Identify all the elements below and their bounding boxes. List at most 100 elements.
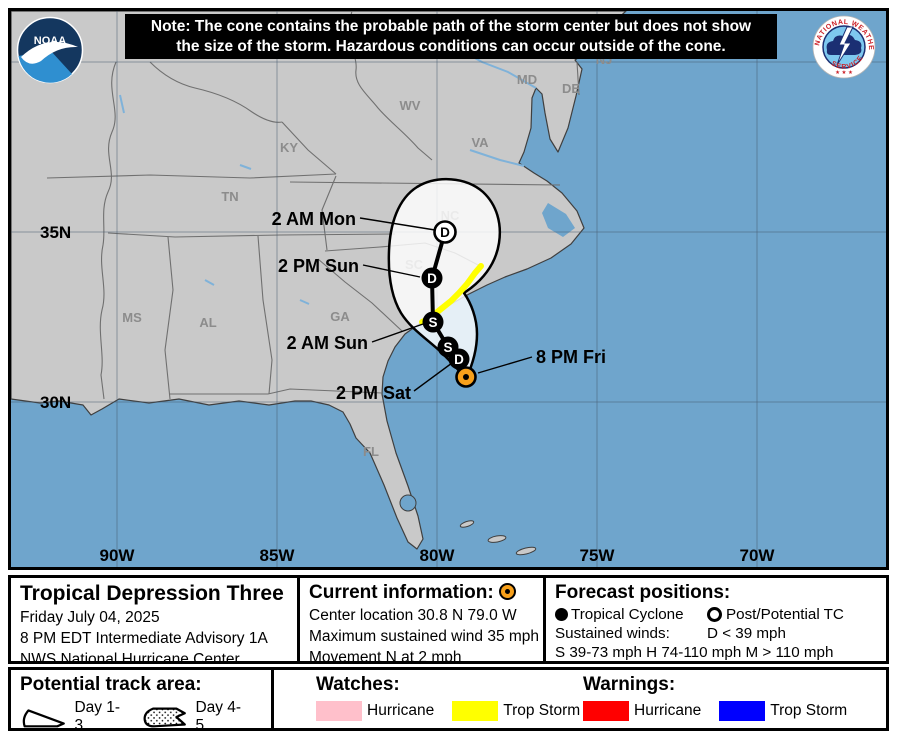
- nws-lightning-icon: [836, 26, 854, 66]
- track-point-solid: [422, 311, 444, 333]
- forecast-cone: [387, 177, 501, 381]
- current-position-icon: [498, 583, 516, 600]
- tc-legend-label: Tropical Cyclone: [571, 606, 684, 623]
- forecast-positions-header: Forecast positions:: [555, 582, 731, 603]
- filled-circle-icon: [555, 608, 568, 621]
- current-info-header: Current information:: [309, 582, 534, 604]
- lake-okeechobee: [399, 494, 417, 512]
- lon-label: 90W: [100, 546, 136, 565]
- lat-label: 30N: [40, 393, 71, 412]
- current-info-header-text: Current information:: [309, 582, 494, 603]
- track-area-header: Potential track area:: [20, 674, 202, 695]
- potential-track-area-panel: Potential track area: Day 1-3 Day 4-5: [8, 667, 274, 731]
- island: [515, 546, 537, 556]
- forecast-map: WV KY VA MD DE NJ TN NC SC GA AL MS FL: [8, 8, 889, 570]
- state-label: WV: [400, 98, 421, 113]
- open-circle-icon: [707, 607, 722, 622]
- track-point-solid: [421, 267, 443, 289]
- day45-label: Day 4-5: [195, 699, 242, 731]
- watches-header: Watches:: [316, 674, 400, 695]
- note-line-2: the size of the storm. Hazardous conditi…: [176, 38, 726, 55]
- island: [459, 520, 475, 528]
- post-tc-legend-label: Post/Potential TC: [726, 606, 844, 623]
- track-time-label: 2 AM Sun: [287, 333, 368, 353]
- nws-logo: NATIONAL WEATHER SERVICE ★ ★ ★: [812, 15, 876, 79]
- noaa-seagull-icon: [21, 41, 78, 64]
- state-label: VA: [471, 135, 489, 150]
- forecast-position-markers: D S S D D: [421, 220, 470, 370]
- track-time-label: 2 PM Sat: [336, 383, 411, 403]
- track-time-label: 2 PM Sun: [278, 256, 359, 276]
- track-point-letter: D: [454, 352, 464, 367]
- hurricane-watch-swatch: [316, 701, 362, 721]
- nws-stars: ★ ★ ★: [835, 69, 853, 76]
- lon-label: 85W: [260, 546, 296, 565]
- forecast-positions-panel: Forecast positions: Tropical Cyclone Pos…: [543, 575, 889, 664]
- watches-group: Watches: Hurricane Trop Storm: [316, 674, 580, 721]
- track-point-open: [433, 220, 457, 244]
- current-position-marker: [455, 366, 477, 388]
- storm-title-panel: Tropical Depression Three Friday July 04…: [8, 575, 300, 664]
- mainland-shape: [11, 11, 627, 550]
- graticule-labels: 35N 30N 90W 85W 80W 75W 70W: [40, 223, 775, 565]
- land-layer: [11, 11, 627, 556]
- map-canvas: WV KY VA MD DE NJ TN NC SC GA AL MS FL: [11, 11, 886, 567]
- post-tc-legend: Post/Potential TC: [707, 606, 844, 623]
- current-info-panel: Current information: Center location 30.…: [297, 575, 546, 664]
- tc-legend: Tropical Cyclone: [555, 606, 707, 623]
- note-banner: Note: The cone contains the probable pat…: [125, 14, 777, 59]
- track-time-label: 2 AM Mon: [272, 209, 356, 229]
- track-time-labels: 2 AM Mon 2 PM Sun 2 AM Sun 2 PM Sat 8 PM…: [272, 209, 606, 403]
- ts-warning-swatch: [719, 701, 766, 721]
- lat-label: 35N: [40, 223, 71, 242]
- state-label: AL: [199, 315, 216, 330]
- cone-day13-icon: [22, 709, 65, 728]
- state-label: MD: [517, 72, 537, 87]
- max-wind: Maximum sustained wind 35 mph: [309, 628, 540, 645]
- position-symbols-row: Tropical Cyclone Post/Potential TC: [555, 606, 877, 623]
- hurricane-warning-swatch: [583, 701, 629, 721]
- track-point-letter: S: [443, 340, 452, 355]
- watches-warnings-panel: Watches: Hurricane Trop Storm Warnings: …: [271, 667, 889, 731]
- track-point-letter: S: [428, 315, 437, 330]
- wind-categories-row: S 39-73 mph H 74-110 mph M > 110 mph: [555, 644, 877, 661]
- sustained-winds-row: Sustained winds: D < 39 mph: [555, 625, 877, 642]
- island: [487, 535, 507, 543]
- hurricane-watch-label: Hurricane: [367, 702, 435, 719]
- cone-day45-icon: [143, 707, 186, 728]
- noaa-logo-text: NOAA: [34, 35, 66, 47]
- advisory-date: Friday July 04, 2025: [20, 609, 160, 626]
- state-label: DE: [562, 81, 580, 96]
- shm-wind-ranges: S 39-73 mph H 74-110 mph M > 110 mph: [555, 644, 834, 661]
- ts-watch-label: Trop Storm: [503, 702, 581, 719]
- label-pointer-lines: [359, 217, 533, 392]
- d-wind-range: D < 39 mph: [707, 625, 786, 642]
- state-label: KY: [280, 140, 298, 155]
- lon-label: 75W: [580, 546, 616, 565]
- state-label: MS: [122, 310, 142, 325]
- lon-label: 80W: [420, 546, 456, 565]
- hurricane-warning-label: Hurricane: [634, 702, 702, 719]
- track-point-letter: D: [440, 225, 450, 240]
- track-point-solid: [437, 336, 459, 358]
- note-line-1: Note: The cone contains the probable pat…: [150, 18, 752, 35]
- center-location: Center location 30.8 N 79.0 W: [309, 607, 517, 624]
- movement: Movement N at 2 mph: [309, 649, 462, 664]
- state-label: GA: [330, 309, 350, 324]
- state-label: FL: [363, 444, 379, 459]
- sustained-winds-label: Sustained winds:: [555, 625, 670, 642]
- ts-warning-label: Trop Storm: [770, 702, 848, 719]
- track-time-label: 8 PM Fri: [536, 347, 606, 367]
- state-label: TN: [221, 189, 238, 204]
- ts-watch-swatch: [452, 701, 499, 721]
- agency-name: NWS National Hurricane Center: [20, 651, 240, 664]
- day13-label: Day 1-3: [74, 699, 121, 731]
- track-point-letter: D: [427, 271, 437, 286]
- warnings-header: Warnings:: [583, 674, 676, 695]
- pamlico-sound-water: [542, 203, 575, 237]
- warnings-group: Warnings: Hurricane Trop Storm: [583, 674, 847, 721]
- noaa-logo: NOAA: [16, 16, 84, 84]
- storm-title: Tropical Depression Three: [20, 582, 284, 605]
- advisory-id: 8 PM EDT Intermediate Advisory 1A: [20, 630, 268, 647]
